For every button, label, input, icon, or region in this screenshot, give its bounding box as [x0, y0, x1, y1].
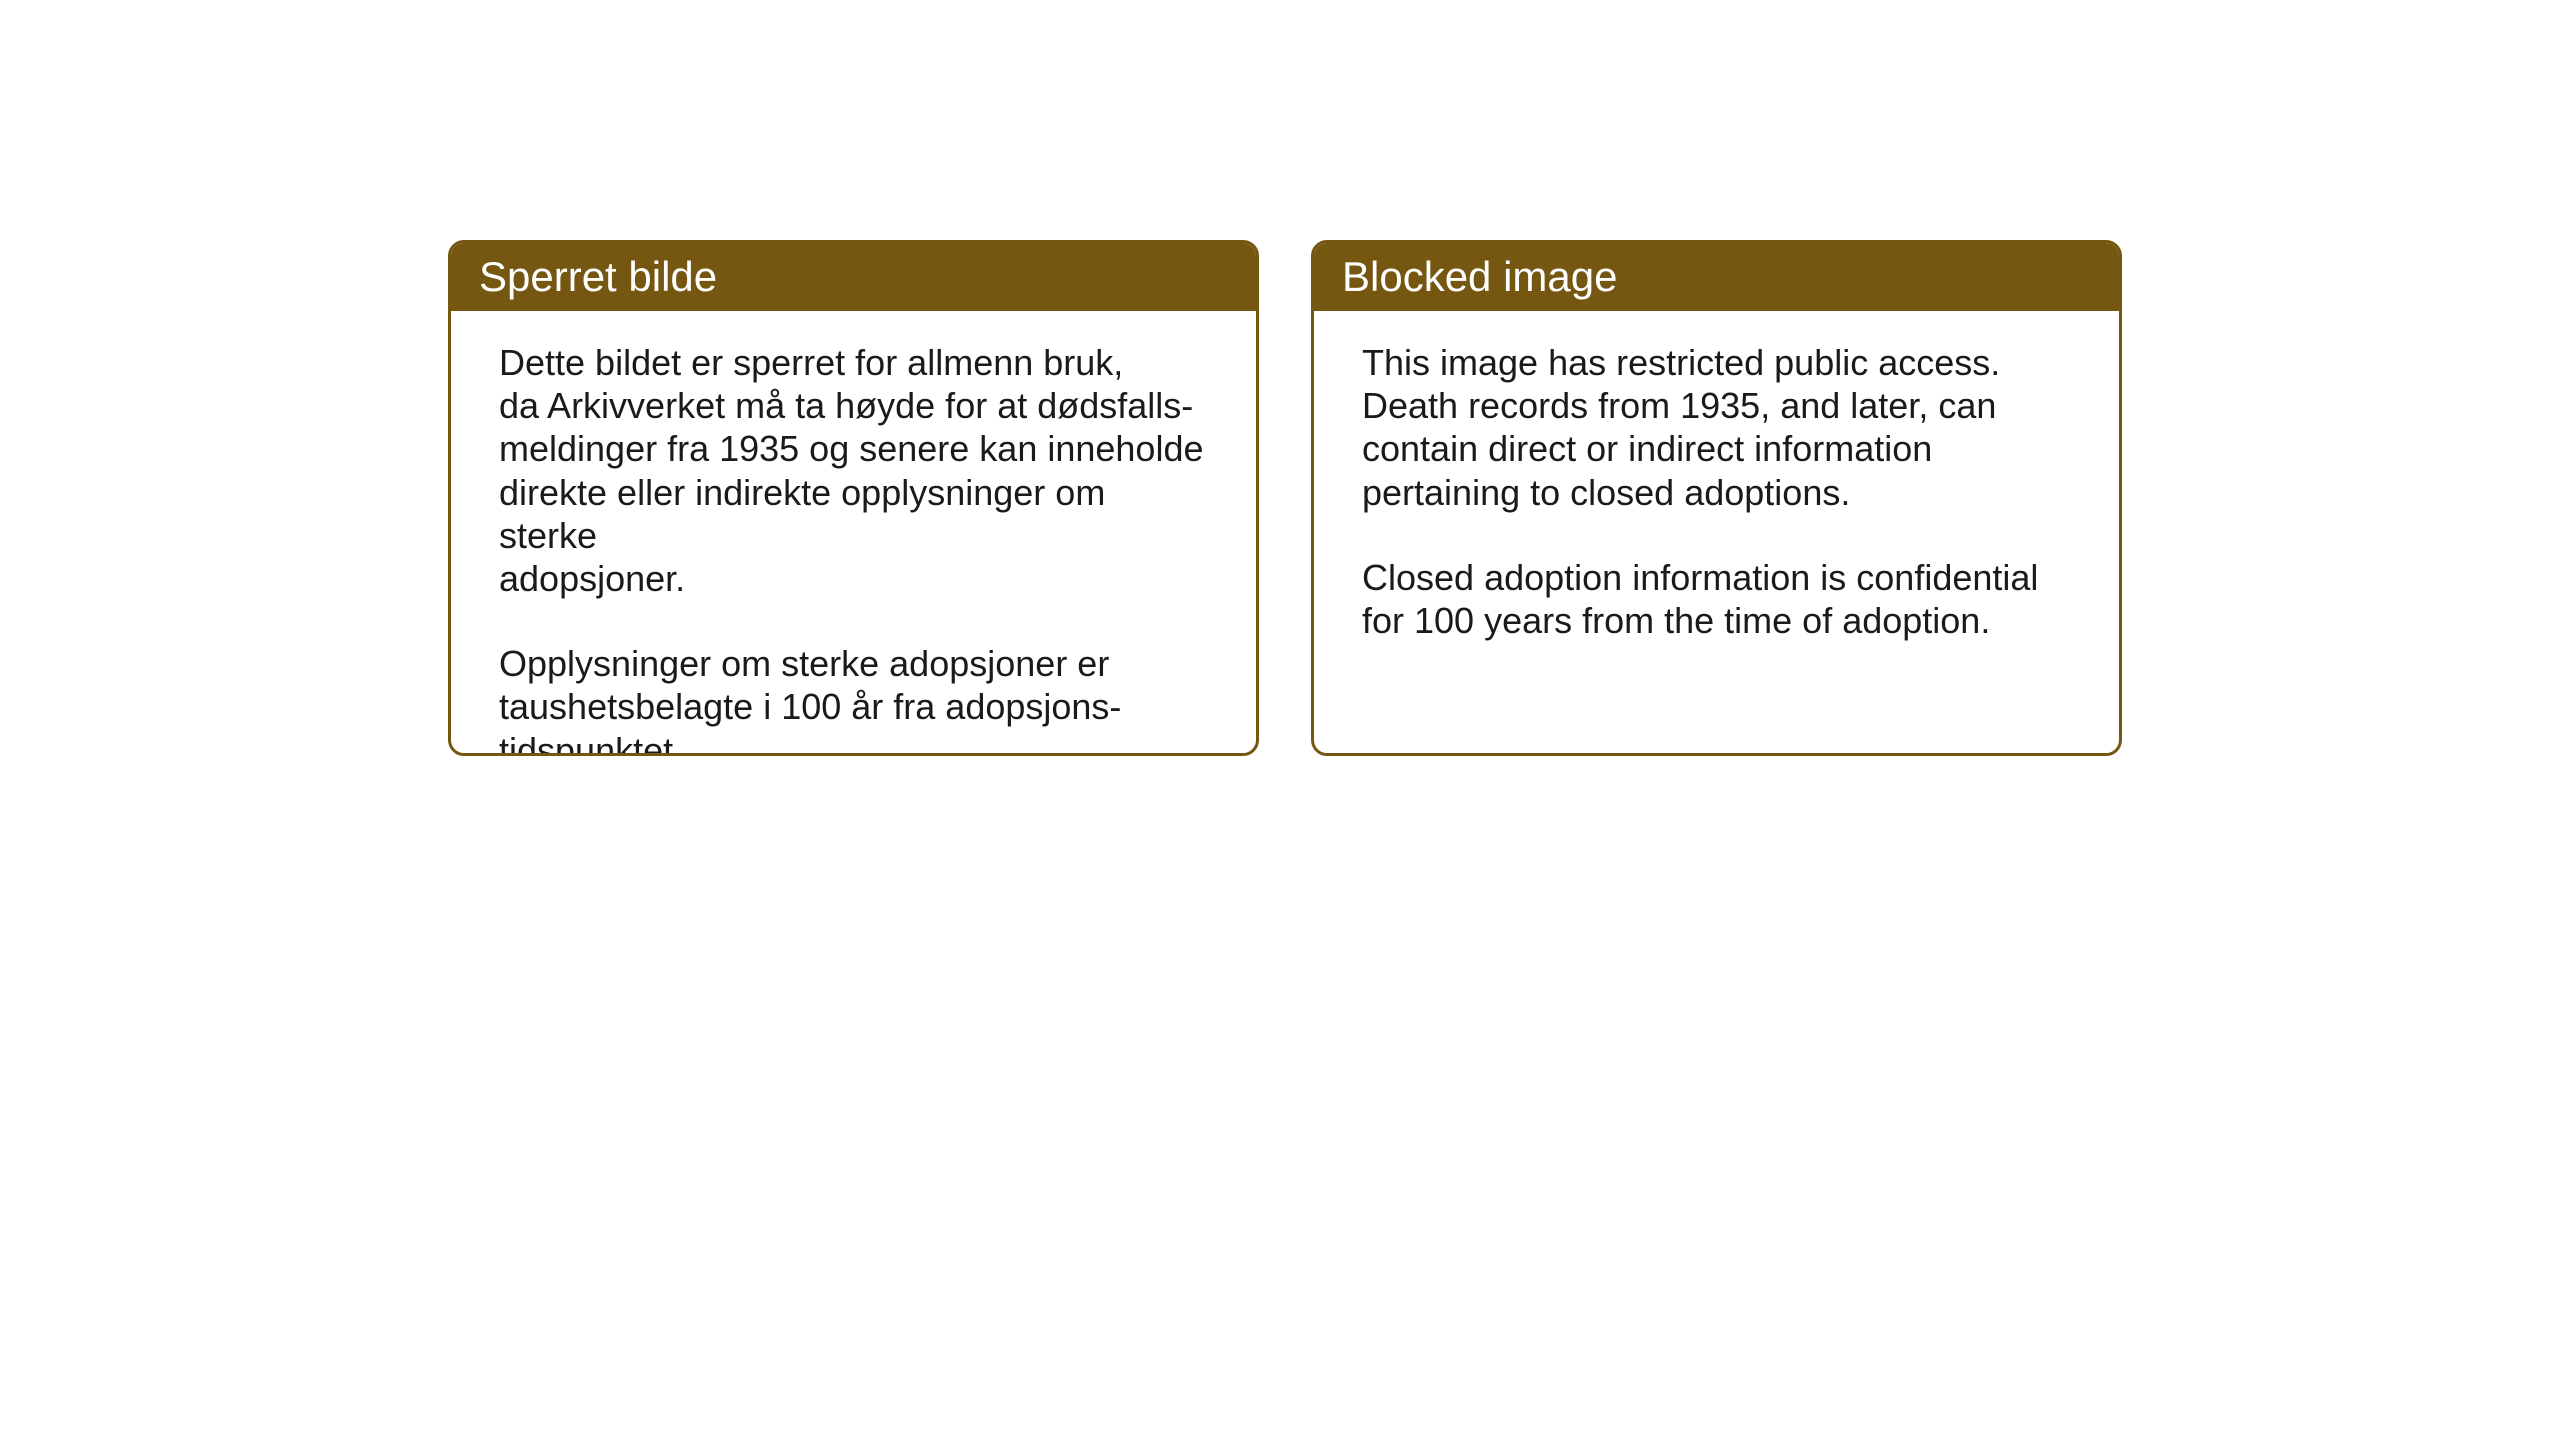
blocked-card-english: Blocked image This image has restricted …: [1311, 240, 2122, 756]
card-paragraph-1-norwegian: Dette bildet er sperret for allmenn bruk…: [499, 341, 1208, 600]
card-header-english: Blocked image: [1314, 243, 2119, 311]
card-paragraph-2-norwegian: Opplysninger om sterke adopsjoner er tau…: [499, 642, 1208, 756]
card-header-norwegian: Sperret bilde: [451, 243, 1256, 311]
blocked-card-norwegian: Sperret bilde Dette bildet er sperret fo…: [448, 240, 1259, 756]
card-paragraph-2-english: Closed adoption information is confident…: [1362, 556, 2071, 642]
card-body-norwegian: Dette bildet er sperret for allmenn bruk…: [451, 311, 1256, 756]
card-paragraph-1-english: This image has restricted public access.…: [1362, 341, 2071, 514]
card-body-english: This image has restricted public access.…: [1314, 311, 2119, 682]
cards-container: Sperret bilde Dette bildet er sperret fo…: [0, 0, 2560, 756]
